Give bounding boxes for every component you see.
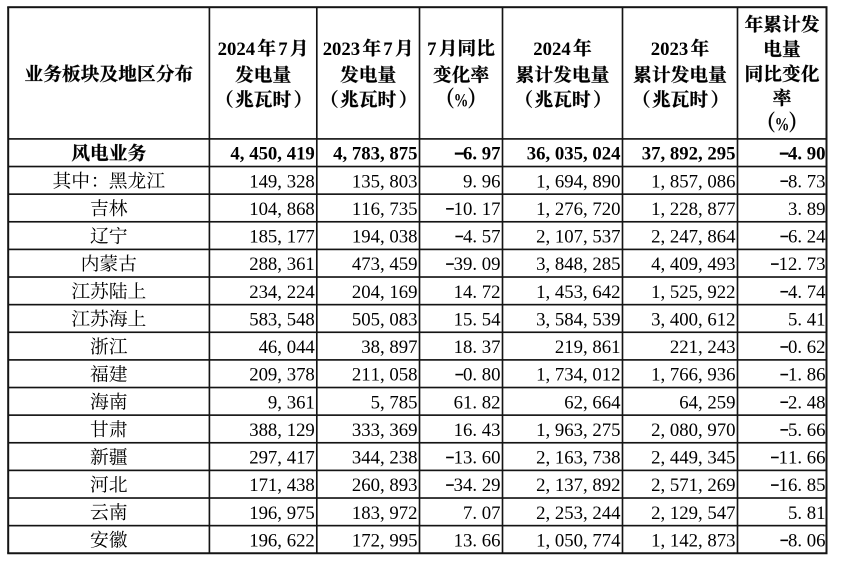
svg-text:10.17: 10.17 <box>454 199 501 220</box>
svg-text:18.37: 18.37 <box>454 337 501 358</box>
svg-text:1,766,936: 1,766,936 <box>651 365 735 386</box>
svg-text:2023: 2023 <box>323 39 360 60</box>
svg-text:1,050,774: 1,050,774 <box>536 530 621 551</box>
svg-text:171,438: 171,438 <box>249 475 315 496</box>
svg-text:14.72: 14.72 <box>454 282 501 303</box>
svg-text:5.66: 5.66 <box>788 420 825 441</box>
svg-text:46,044: 46,044 <box>259 337 316 358</box>
svg-text:5.41: 5.41 <box>788 309 825 330</box>
svg-text:2023: 2023 <box>651 39 688 60</box>
svg-text:0.62: 0.62 <box>788 337 825 358</box>
svg-text:1.86: 1.86 <box>788 365 825 386</box>
svg-text:13.60: 13.60 <box>454 448 501 469</box>
svg-text:7: 7 <box>383 39 392 60</box>
svg-text:196,622: 196,622 <box>249 530 315 551</box>
svg-text:2.48: 2.48 <box>788 392 825 413</box>
svg-text:2,129,547: 2,129,547 <box>651 503 735 524</box>
svg-text:1,276,720: 1,276,720 <box>536 199 620 220</box>
svg-text:4,783,875: 4,783,875 <box>333 144 417 165</box>
svg-text:4,409,493: 4,409,493 <box>651 254 735 275</box>
svg-text:209,378: 209,378 <box>249 365 315 386</box>
svg-text:1,453,642: 1,453,642 <box>536 282 620 303</box>
svg-text:2,107,537: 2,107,537 <box>536 227 620 248</box>
svg-text:9.96: 9.96 <box>463 171 500 192</box>
svg-text:1,525,922: 1,525,922 <box>651 282 735 303</box>
svg-text:12.73: 12.73 <box>779 254 826 275</box>
svg-text:38,897: 38,897 <box>361 337 417 358</box>
svg-text:7: 7 <box>427 39 436 60</box>
svg-text:2,449,345: 2,449,345 <box>651 448 735 469</box>
svg-text:1,963,275: 1,963,275 <box>536 420 620 441</box>
svg-text:8.06: 8.06 <box>788 530 825 551</box>
svg-text:3,400,612: 3,400,612 <box>651 309 735 330</box>
svg-text:583,548: 583,548 <box>249 309 315 330</box>
svg-text:5.81: 5.81 <box>788 503 825 524</box>
svg-text:2,247,864: 2,247,864 <box>651 227 736 248</box>
svg-text:288,361: 288,361 <box>249 254 315 275</box>
svg-text:4.57: 4.57 <box>463 227 500 248</box>
svg-text:6.24: 6.24 <box>788 227 826 248</box>
svg-text:2,137,892: 2,137,892 <box>536 475 620 496</box>
svg-text:62,664: 62,664 <box>564 392 621 413</box>
svg-text:4,450,419: 4,450,419 <box>230 144 314 165</box>
svg-text:104,868: 104,868 <box>249 199 315 220</box>
svg-text:388,129: 388,129 <box>249 420 315 441</box>
svg-text:11.66: 11.66 <box>779 448 826 469</box>
svg-text:1,228,877: 1,228,877 <box>651 199 735 220</box>
svg-text:64,259: 64,259 <box>679 392 735 413</box>
svg-text:297,417: 297,417 <box>249 448 315 469</box>
svg-text:4.90: 4.90 <box>788 144 825 165</box>
svg-text:2024: 2024 <box>533 39 571 60</box>
svg-text:1,857,086: 1,857,086 <box>651 171 735 192</box>
svg-text:7: 7 <box>278 39 287 60</box>
svg-text:185,177: 185,177 <box>249 227 315 248</box>
svg-text:5,785: 5,785 <box>371 392 418 413</box>
svg-text:2,080,970: 2,080,970 <box>651 420 735 441</box>
svg-text:13.66: 13.66 <box>454 530 501 551</box>
svg-text:6.97: 6.97 <box>463 144 500 165</box>
svg-text:3,848,285: 3,848,285 <box>536 254 620 275</box>
svg-text:1,142,873: 1,142,873 <box>651 530 735 551</box>
svg-text:4.74: 4.74 <box>788 282 826 303</box>
svg-text:%: % <box>775 114 790 135</box>
svg-text:16.85: 16.85 <box>779 475 826 496</box>
svg-text:37,892,295: 37,892,295 <box>642 144 736 165</box>
svg-text:2,163,738: 2,163,738 <box>536 448 620 469</box>
svg-text:2,253,244: 2,253,244 <box>536 503 621 524</box>
svg-text:8.73: 8.73 <box>788 171 825 192</box>
svg-text:9,361: 9,361 <box>268 392 315 413</box>
svg-text:61.82: 61.82 <box>454 392 501 413</box>
svg-text:3.89: 3.89 <box>788 199 825 220</box>
svg-text:1,734,012: 1,734,012 <box>536 365 620 386</box>
svg-text:2024: 2024 <box>218 39 256 60</box>
svg-text:1,694,890: 1,694,890 <box>536 171 620 192</box>
svg-text:0.80: 0.80 <box>463 365 500 386</box>
svg-text:16.43: 16.43 <box>454 420 501 441</box>
svg-text:3,584,539: 3,584,539 <box>536 309 620 330</box>
svg-text:39.09: 39.09 <box>454 254 501 275</box>
svg-text:%: % <box>454 90 469 111</box>
svg-text:7.07: 7.07 <box>463 503 500 524</box>
svg-text:34.29: 34.29 <box>454 475 501 496</box>
svg-text:36,035,024: 36,035,024 <box>527 144 621 165</box>
svg-text:2,571,269: 2,571,269 <box>651 475 735 496</box>
svg-text:149,328: 149,328 <box>249 171 315 192</box>
svg-text:196,975: 196,975 <box>249 503 315 524</box>
